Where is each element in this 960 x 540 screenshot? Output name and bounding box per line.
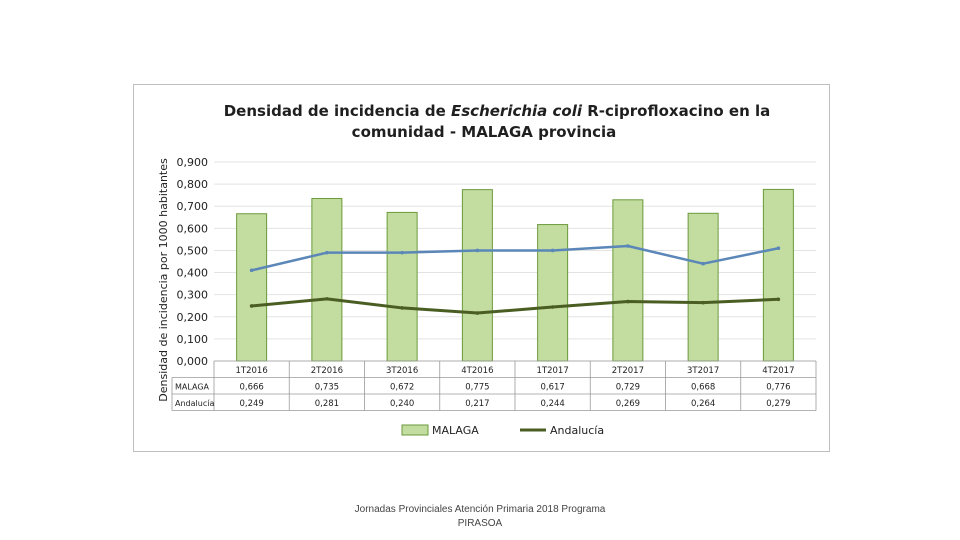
line-point [475, 248, 480, 253]
y-tick-label: 0,900 [177, 156, 209, 169]
bar [762, 188, 794, 362]
data-table: 1T2016 2T2016 3T2016 4T2016 1T2017 2T2017 3T20… [171, 360, 817, 411]
category-label: 3T2017 [687, 366, 719, 376]
y-tick-label: 0,000 [177, 355, 209, 368]
line-point [550, 248, 555, 253]
chart-title-line2: comunidad - MALAGA provincia [352, 123, 617, 141]
line-point [325, 297, 329, 301]
line-point [701, 261, 705, 266]
line-point [400, 306, 404, 310]
data-label: 0,281 [315, 399, 339, 409]
line-point [776, 246, 781, 251]
data-label: 0,264 [691, 399, 715, 409]
footer: Jornadas Provinciales Atención Primaria … [300, 503, 660, 531]
data-label: 0,776 [766, 383, 790, 393]
bars [236, 188, 794, 362]
chart-title-line1: Densidad de incidencia de Escherichia co… [224, 102, 771, 120]
data-label: 0,244 [540, 399, 564, 409]
legend-swatch-bar [401, 424, 429, 436]
footer-line2: PIRASOA [457, 518, 503, 529]
legend: MALAGA Andalucía [401, 424, 604, 437]
y-tick-label: 0,800 [177, 178, 209, 191]
line-point [249, 304, 254, 308]
y-tick-label: 0,600 [177, 222, 209, 235]
line-point [626, 244, 630, 248]
bar [461, 189, 493, 362]
category-label: 3T2016 [386, 366, 418, 376]
data-label: 0,279 [766, 399, 790, 409]
category-label: 2T2017 [612, 366, 644, 376]
category-label: 1T2017 [537, 366, 569, 376]
legend-label: Andalucía [550, 424, 604, 437]
bar [386, 211, 418, 362]
bar [687, 212, 719, 362]
line-point [626, 299, 630, 304]
chart: Densidad de incidencia de Escherichia co… [157, 102, 817, 437]
data-label: 0,668 [691, 383, 715, 393]
category-label: 2T2016 [311, 366, 343, 376]
line-point [400, 250, 404, 255]
category-label: 4T2017 [762, 366, 794, 376]
lines [249, 244, 781, 315]
data-label: 0,217 [465, 399, 489, 409]
bar [612, 199, 644, 362]
y-tick-label: 0,500 [177, 244, 209, 257]
chart-frame: Densidad de incidencia de Escherichia co… [133, 84, 830, 452]
table-row-header: MALAGA [175, 383, 210, 392]
y-tick-label: 0,200 [177, 311, 209, 324]
line-point [701, 300, 705, 305]
legend-label: MALAGA [432, 424, 479, 437]
line-point [776, 297, 781, 302]
y-tick-label: 0,400 [177, 267, 209, 280]
line-point [325, 250, 329, 255]
data-label: 0,617 [540, 383, 564, 393]
bar [537, 224, 569, 362]
data-label: 0,269 [616, 399, 640, 409]
y-tick-label: 0,700 [177, 200, 209, 213]
gridlines [214, 161, 816, 362]
bar [311, 197, 343, 362]
data-label: 0,240 [390, 399, 414, 409]
data-label: 0,672 [390, 383, 414, 393]
y-tick-labels: 0,000 0,100 0,200 0,300 0,400 0,500 0,600 0,700… [177, 156, 209, 368]
series-line [251, 297, 779, 315]
y-tick-label: 0,100 [177, 333, 209, 346]
data-label: 0,249 [239, 399, 263, 409]
bar [236, 213, 268, 362]
y-axis-label: Densidad de incidencia por 1000 habitant… [157, 158, 170, 402]
data-label: 0,735 [315, 383, 339, 393]
line-point [475, 311, 480, 315]
data-label: 0,775 [465, 383, 489, 393]
y-tick-label: 0,300 [177, 289, 209, 302]
data-label: 0,729 [616, 383, 640, 393]
category-label: 1T2016 [236, 366, 268, 376]
category-label: 4T2016 [461, 366, 493, 376]
footer-line1: Jornadas Provinciales Atención Primaria … [354, 504, 606, 515]
table-row-header: Andalucía [175, 399, 214, 408]
line-point [550, 305, 555, 309]
series-line [251, 244, 779, 272]
data-label: 0,666 [239, 383, 263, 393]
line-point [249, 268, 254, 273]
